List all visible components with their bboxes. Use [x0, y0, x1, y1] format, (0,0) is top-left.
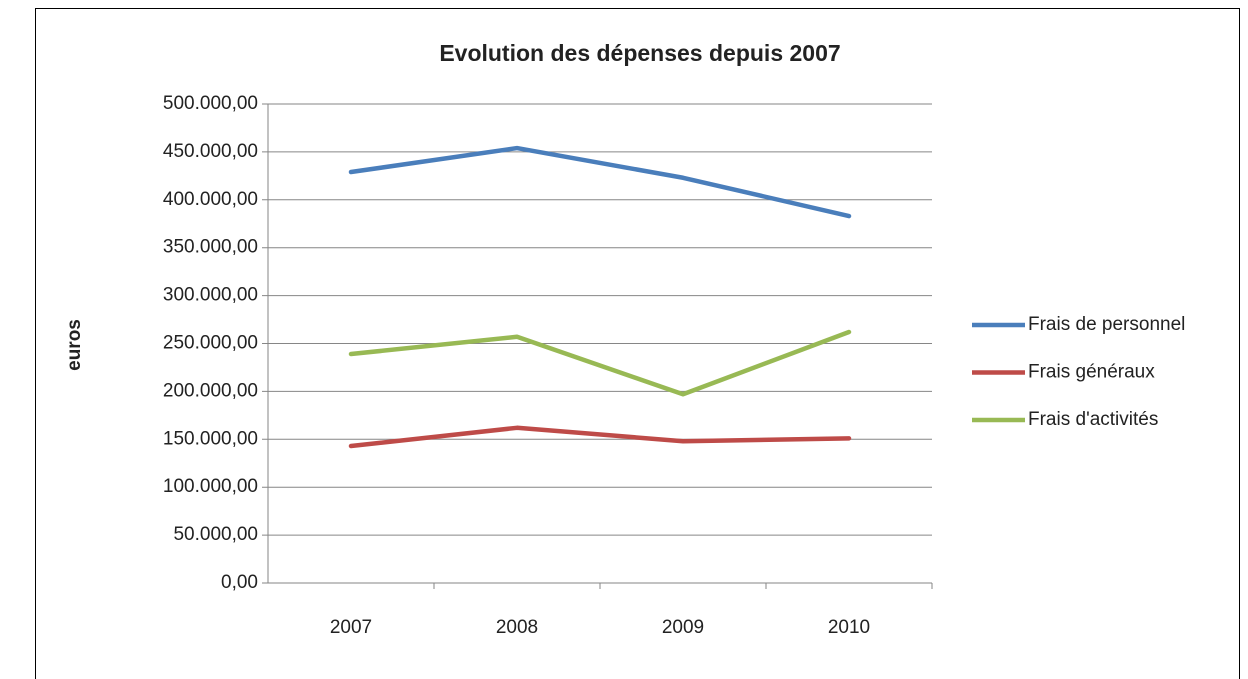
series-line [348, 145, 852, 219]
legend-label: Frais de personnel [1028, 314, 1185, 335]
series-line [348, 329, 852, 397]
x-tick-label: 2010 [828, 617, 870, 638]
y-tick-label: 200.000,00 [163, 380, 258, 401]
y-tick-label: 100.000,00 [163, 476, 258, 497]
legend-label: Frais d'activités [1028, 409, 1158, 430]
legend-label: Frais généraux [1028, 362, 1155, 383]
y-tick-label: 300.000,00 [163, 285, 258, 306]
chart-title: Evolution des dépenses depuis 2007 [439, 40, 840, 66]
y-tick-label: 500.000,00 [163, 93, 258, 114]
y-tick-label: 400.000,00 [163, 189, 258, 210]
y-tick-label: 450.000,00 [163, 141, 258, 162]
x-tick-label: 2008 [496, 617, 538, 638]
x-tick-label: 2009 [662, 617, 704, 638]
y-tick-label: 250.000,00 [163, 333, 258, 354]
y-tick-label: 0,00 [221, 572, 258, 593]
series-line [348, 425, 852, 449]
x-tick-label: 2007 [330, 617, 372, 638]
y-tick-label: 350.000,00 [163, 237, 258, 258]
y-axis-label: euros [64, 319, 85, 371]
y-tick-label: 150.000,00 [163, 428, 258, 449]
y-tick-label: 50.000,00 [173, 524, 258, 545]
